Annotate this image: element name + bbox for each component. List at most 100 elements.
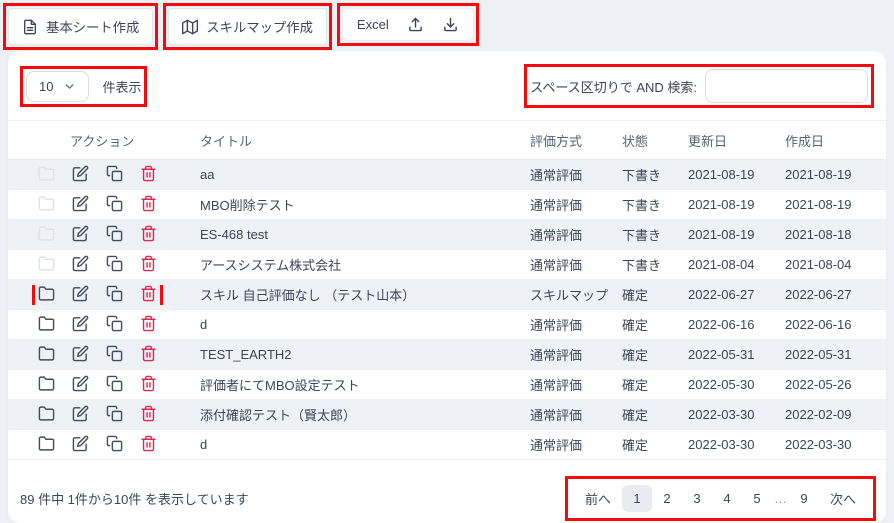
- edit-button[interactable]: [72, 345, 89, 362]
- row-actions: [38, 195, 157, 212]
- create-skill-map-button[interactable]: スキルマップ作成: [168, 8, 327, 45]
- open-folder-button[interactable]: [38, 315, 55, 332]
- table-row[interactable]: TEST_EARTH2 通常評価 確定 2022-05-31 2022-05-3…: [8, 340, 886, 370]
- pagination-item[interactable]: 5: [753, 491, 761, 506]
- delete-button[interactable]: [140, 195, 157, 212]
- edit-button[interactable]: [72, 375, 89, 392]
- copy-icon: [106, 195, 123, 212]
- open-folder-button[interactable]: [38, 345, 55, 362]
- copy-button[interactable]: [106, 315, 123, 332]
- pagination-item: …: [773, 491, 787, 506]
- create-basic-sheet-button[interactable]: 基本シート作成: [8, 8, 154, 45]
- open-folder-button[interactable]: [38, 225, 55, 242]
- edit-button[interactable]: [72, 225, 89, 242]
- row-updated: 2021-08-19: [688, 197, 755, 212]
- pagination-item[interactable]: 前へ: [584, 492, 611, 507]
- edit-button[interactable]: [72, 255, 89, 272]
- file-text-icon: [22, 19, 38, 35]
- table-row[interactable]: アースシステム株式会社 通常評価 下書き 2021-08-04 2021-08-…: [8, 250, 886, 280]
- edit-button[interactable]: [72, 165, 89, 182]
- excel-upload-button[interactable]: [407, 16, 424, 33]
- pagination-item[interactable]: 3: [693, 491, 701, 506]
- copy-icon: [106, 375, 123, 392]
- folder-icon: [38, 375, 55, 392]
- trash-icon: [140, 315, 157, 332]
- delete-button[interactable]: [140, 315, 157, 332]
- delete-button[interactable]: [140, 405, 157, 422]
- copy-button[interactable]: [106, 225, 123, 242]
- table-row[interactable]: MBO削除テスト 通常評価 下書き 2021-08-19 2021-08-19: [8, 190, 886, 220]
- edit-button[interactable]: [72, 285, 89, 302]
- annotation-box-skill-map: スキルマップ作成: [163, 3, 332, 50]
- copy-button[interactable]: [106, 435, 123, 452]
- folder-icon: [38, 285, 55, 302]
- row-status: 確定: [622, 288, 649, 303]
- copy-button[interactable]: [106, 405, 123, 422]
- pagination-item[interactable]: 1: [621, 485, 652, 512]
- table-row[interactable]: スキル 自己評価なし （テスト山本） スキルマップ 確定 2022-06-27 …: [8, 280, 886, 310]
- edit-icon: [72, 405, 89, 422]
- table-row[interactable]: 添付確認テスト（賢太郎） 通常評価 確定 2022-03-30 2022-02-…: [8, 400, 886, 430]
- row-method: 通常評価: [530, 228, 583, 243]
- edit-button[interactable]: [72, 435, 89, 452]
- delete-button[interactable]: [140, 165, 157, 182]
- table-row[interactable]: 評価者にてMBO設定テスト 通常評価 確定 2022-05-30 2022-05…: [8, 370, 886, 400]
- copy-button[interactable]: [106, 255, 123, 272]
- table-row[interactable]: d 通常評価 確定 2022-03-30 2022-03-30: [8, 430, 886, 460]
- copy-button[interactable]: [106, 165, 123, 182]
- edit-button[interactable]: [72, 195, 89, 212]
- row-method: 通常評価: [530, 438, 583, 453]
- row-updated: 2022-03-30: [688, 407, 755, 422]
- copy-icon: [106, 285, 123, 302]
- delete-button[interactable]: [140, 225, 157, 242]
- table-row[interactable]: d 通常評価 確定 2022-06-16 2022-06-16: [8, 310, 886, 340]
- open-folder-button[interactable]: [38, 165, 55, 182]
- row-method: 通常評価: [530, 258, 583, 273]
- row-status: 下書き: [622, 258, 662, 273]
- open-folder-button[interactable]: [38, 405, 55, 422]
- delete-button[interactable]: [140, 345, 157, 362]
- row-status: 確定: [622, 318, 649, 333]
- open-folder-button[interactable]: [38, 255, 55, 272]
- row-created: 2022-05-31: [785, 347, 852, 362]
- folder-icon: [38, 195, 55, 212]
- pagination-item[interactable]: 9: [800, 491, 808, 506]
- copy-button[interactable]: [106, 285, 123, 302]
- page-size-value: 10: [39, 78, 54, 94]
- open-folder-button[interactable]: [38, 195, 55, 212]
- upload-icon: [407, 16, 424, 33]
- row-title: TEST_EARTH2: [200, 347, 292, 362]
- edit-button[interactable]: [72, 315, 89, 332]
- excel-download-button[interactable]: [442, 16, 459, 33]
- pagination-item[interactable]: 次へ: [829, 492, 856, 507]
- row-method: 通常評価: [530, 168, 583, 183]
- folder-icon: [38, 225, 55, 242]
- delete-button[interactable]: [140, 435, 157, 452]
- delete-button[interactable]: [140, 255, 157, 272]
- search-input[interactable]: [705, 69, 868, 103]
- folder-icon: [38, 435, 55, 452]
- copy-button[interactable]: [106, 345, 123, 362]
- header-actions: アクション: [70, 133, 135, 149]
- delete-button[interactable]: [140, 375, 157, 392]
- edit-button[interactable]: [72, 405, 89, 422]
- page-size-select[interactable]: 10: [26, 70, 90, 102]
- open-folder-button[interactable]: [38, 375, 55, 392]
- edit-icon: [72, 165, 89, 182]
- table-row[interactable]: aa 通常評価 下書き 2021-08-19 2021-08-19: [8, 160, 886, 190]
- open-folder-button[interactable]: [38, 435, 55, 452]
- edit-icon: [72, 315, 89, 332]
- table-row[interactable]: ES-468 test 通常評価 下書き 2021-08-19 2021-08-…: [8, 220, 886, 250]
- row-actions: [38, 375, 157, 392]
- row-title: アースシステム株式会社: [200, 258, 342, 273]
- download-icon: [442, 16, 459, 33]
- row-created: 2021-08-19: [785, 197, 852, 212]
- copy-button[interactable]: [106, 195, 123, 212]
- folder-icon: [38, 405, 55, 422]
- pagination-item[interactable]: 4: [723, 491, 731, 506]
- delete-button[interactable]: [140, 285, 157, 302]
- copy-button[interactable]: [106, 375, 123, 392]
- excel-label: Excel: [356, 17, 389, 32]
- pagination-item[interactable]: 2: [663, 491, 671, 506]
- open-folder-button[interactable]: [38, 285, 55, 302]
